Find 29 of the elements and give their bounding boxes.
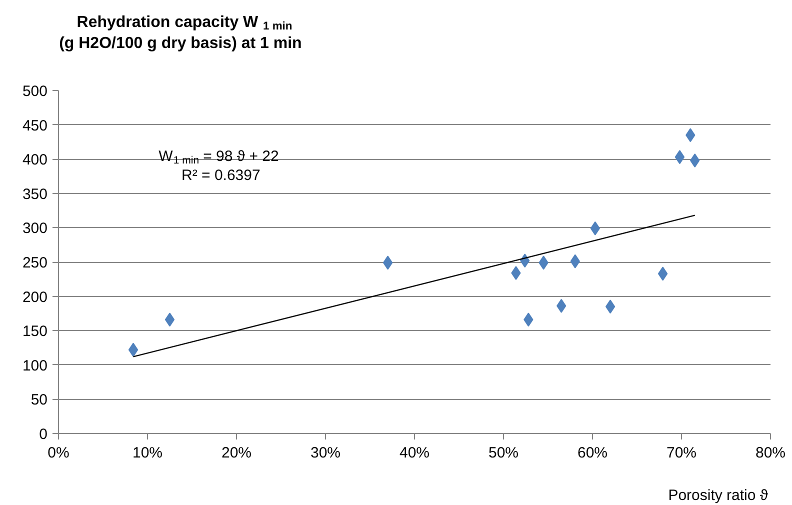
y-tick-label: 150 bbox=[22, 323, 48, 340]
x-tick-label: 30% bbox=[310, 444, 341, 462]
y-tick-label: 50 bbox=[30, 392, 48, 409]
point bbox=[658, 266, 668, 281]
y-tick-label: 500 bbox=[22, 83, 48, 100]
y-tick-label: 300 bbox=[22, 220, 48, 238]
y-tick-label: 250 bbox=[22, 254, 48, 272]
x-tick-label: 60% bbox=[577, 444, 608, 462]
x-tick-label: 20% bbox=[221, 444, 252, 462]
point bbox=[590, 221, 600, 236]
point bbox=[605, 300, 616, 314]
y-tick-label: 400 bbox=[22, 152, 48, 169]
x-tick-label: 80% bbox=[755, 444, 786, 462]
point bbox=[128, 342, 138, 357]
y-tick-label: 100 bbox=[22, 357, 48, 374]
x-tick-label: 70% bbox=[666, 444, 697, 462]
point bbox=[382, 256, 393, 270]
y-tick-label: 350 bbox=[22, 186, 48, 203]
x-tick-label: 40% bbox=[399, 444, 430, 462]
x-axis-title: Porosity ratio ϑ bbox=[668, 487, 769, 504]
y-tick-label: 450 bbox=[22, 117, 48, 134]
x-tick-label: 10% bbox=[132, 444, 163, 462]
y-tick-label: 0 bbox=[39, 426, 48, 443]
point bbox=[164, 312, 175, 327]
point bbox=[674, 150, 685, 164]
annotation: R² = 0.6397 bbox=[182, 167, 260, 184]
x-tick-label: 0% bbox=[48, 444, 70, 462]
y-tick-label: 200 bbox=[22, 288, 48, 306]
x-tick-label: 50% bbox=[488, 444, 519, 462]
